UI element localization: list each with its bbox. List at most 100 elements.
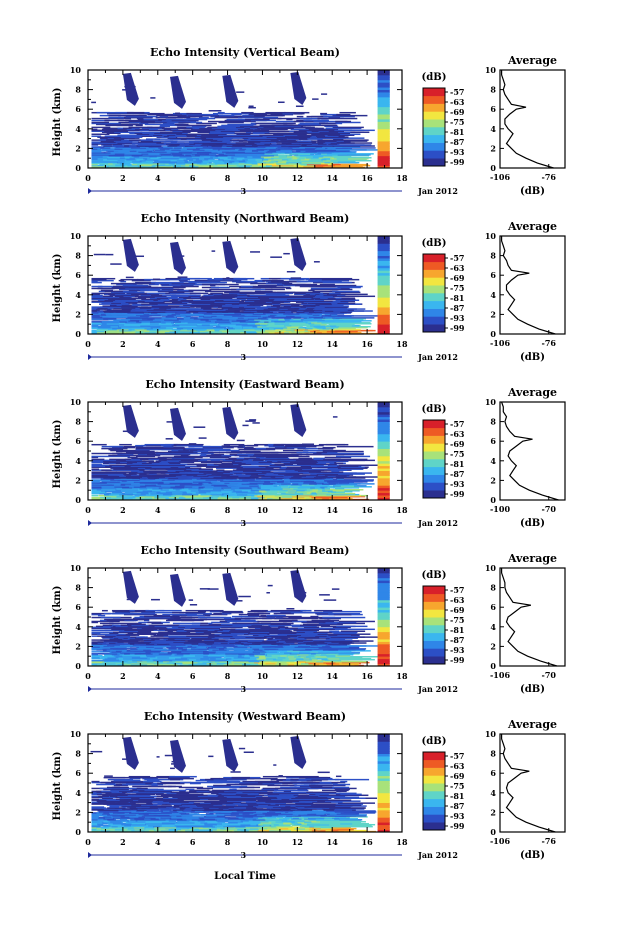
echo-cell [261, 623, 293, 624]
echo-cell [298, 458, 312, 459]
colorbar-segment [423, 127, 445, 135]
colorbar-tick-label: -87 [450, 303, 464, 313]
average-frame [500, 70, 565, 168]
echo-cell [109, 446, 119, 447]
colorbar-tick-label: -69 [450, 273, 465, 283]
echo-cell [189, 290, 212, 291]
profile-strip-cell [378, 253, 390, 256]
echo-cell [190, 317, 198, 318]
echo-cell [116, 471, 134, 472]
profile-strip-cell [378, 121, 390, 124]
average-frame [500, 236, 565, 334]
echo-cell [200, 623, 208, 624]
echo-cell [312, 98, 318, 100]
y-tick-label: 8 [75, 251, 81, 261]
echo-cell [109, 115, 147, 116]
colorbar-segment [423, 451, 445, 459]
average-y-tick-label: 8 [490, 251, 496, 261]
x-tick-label: 6 [190, 505, 196, 515]
fall-streak [222, 75, 238, 108]
echo-cell [120, 279, 138, 280]
echo-cell [272, 615, 286, 616]
x-tick-label: 8 [225, 173, 231, 183]
x-tick-label: 0 [85, 339, 91, 349]
date-label: Jan 2012 [417, 518, 458, 528]
y-axis-label: Height (km) [52, 420, 63, 489]
x-tick-label: 6 [190, 339, 196, 349]
average-x-tick-label: -106 [490, 172, 510, 182]
colorbar-segment [423, 143, 445, 151]
y-tick-label: 2 [75, 475, 81, 485]
average-title: Average [507, 386, 557, 399]
x-tick-label: 10 [257, 339, 269, 349]
panel-title: Echo Intensity (Southward Beam) [141, 544, 350, 557]
echo-cell [206, 468, 213, 469]
echo-cell [260, 615, 266, 616]
echo-cell [324, 620, 330, 621]
y-axis-label: Height (km) [52, 254, 63, 323]
echo-cell [283, 253, 290, 255]
fall-streak [123, 239, 139, 272]
profile-strip-cell [378, 317, 390, 320]
echo-cell [269, 278, 281, 279]
colorbar-segment [423, 135, 445, 143]
average-x-label: (dB) [520, 186, 545, 197]
average-profile-line [502, 402, 559, 500]
fall-streak [123, 405, 139, 438]
profile-strip-cell [378, 139, 390, 142]
profile-strip-cell [378, 246, 390, 249]
echo-cell [91, 135, 101, 136]
profile-strip-cell [378, 112, 390, 115]
y-tick-label: 2 [75, 143, 81, 153]
profile-strip-cell [378, 290, 390, 293]
echo-cell [335, 121, 351, 122]
x-tick-label: 8 [225, 339, 231, 349]
echo-cell [122, 89, 126, 91]
date-label: Jan 2012 [417, 352, 458, 362]
echo-cell [339, 621, 375, 622]
profile-strip-cell [378, 90, 390, 93]
profile-strip-cell [378, 126, 390, 129]
x-tick-label: 18 [396, 173, 408, 183]
colorbar-segment [423, 277, 445, 285]
profile-strip-cell [378, 449, 390, 452]
profile-strip-cell [378, 429, 390, 432]
y-tick-label: 0 [75, 329, 81, 339]
colorbar-segment [423, 443, 445, 451]
colorbar-tick-label: -57 [450, 419, 464, 429]
profile-strip-cell [378, 419, 390, 422]
echo-cell [179, 115, 186, 117]
colorbar-segment [423, 111, 445, 119]
x-tick-label: 4 [155, 505, 161, 515]
profile-strip-cell [378, 417, 390, 420]
x-tick-label: 8 [225, 505, 231, 515]
profile-strip-cell [378, 238, 390, 241]
y-tick-label: 6 [75, 436, 81, 446]
fall-streak [290, 72, 306, 105]
echo-cell [91, 495, 98, 496]
echo-cell [175, 113, 180, 115]
profile-strip-cell [378, 151, 390, 154]
day-marker-label: 3 [240, 186, 246, 196]
colorbar-segment [423, 436, 445, 444]
panel-title: Echo Intensity (Northward Beam) [141, 212, 350, 225]
colorbar-segment [423, 96, 445, 104]
echo-cell [333, 416, 338, 418]
profile-strip-cell [378, 319, 390, 322]
profile-strip-cell [378, 436, 390, 439]
x-tick-label: 16 [362, 339, 374, 349]
y-tick-label: 0 [75, 163, 81, 173]
day-bar-arrow [88, 354, 92, 360]
echo-cell [216, 469, 224, 470]
profile-strip-cell [378, 99, 390, 102]
profile-strip-cell [378, 488, 390, 491]
echo-cell [250, 251, 260, 253]
average-y-tick-label: 10 [485, 397, 497, 407]
echo-cell [336, 626, 367, 627]
colorbar-tick-label: -87 [450, 469, 464, 479]
echo-cell [236, 91, 244, 93]
colorbar-tick-label: -69 [450, 439, 465, 449]
colorbar-tick-label: -69 [450, 107, 465, 117]
colorbar-tick-label: -93 [450, 147, 465, 157]
